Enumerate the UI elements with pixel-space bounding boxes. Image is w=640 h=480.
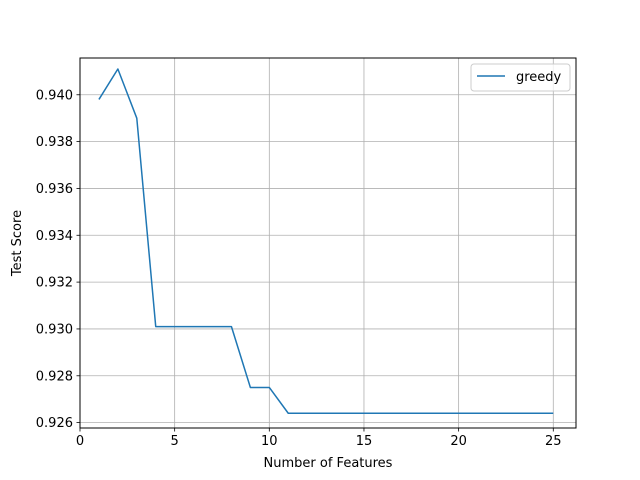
plot-area-frame <box>79 57 577 429</box>
legend-frame <box>470 63 571 92</box>
y-tick-label: 0.934 <box>36 229 73 244</box>
y-axis-ticks: 0.926 0.928 0.930 0.932 0.934 0.936 0.938 0.940 <box>36 88 80 431</box>
series-line-greedy <box>98 68 554 414</box>
y-tick-label: 0.928 <box>36 369 73 384</box>
x-axis-ticks: 0 5 10 15 20 25 <box>76 428 562 449</box>
y-tick-label: 0.926 <box>36 416 73 431</box>
legend-label-greedy: greedy <box>516 70 562 85</box>
grid-lines <box>79 58 576 428</box>
y-tick-label: 0.932 <box>36 276 73 291</box>
y-axis-title: Test Score <box>10 210 25 277</box>
x-tick-label: 15 <box>356 434 373 449</box>
x-tick-label: 10 <box>261 434 278 449</box>
y-tick-label: 0.936 <box>36 182 73 197</box>
x-tick-label: 5 <box>171 434 179 449</box>
x-tick-label: 0 <box>76 434 84 449</box>
x-tick-label: 20 <box>450 434 467 449</box>
legend: greedy <box>470 63 571 92</box>
series-layer <box>98 68 554 414</box>
x-tick-label: 25 <box>545 434 562 449</box>
y-tick-label: 0.930 <box>36 322 73 337</box>
y-tick-label: 0.938 <box>36 135 73 150</box>
x-axis-title: Number of Features <box>264 456 393 471</box>
y-tick-label: 0.940 <box>36 88 73 103</box>
